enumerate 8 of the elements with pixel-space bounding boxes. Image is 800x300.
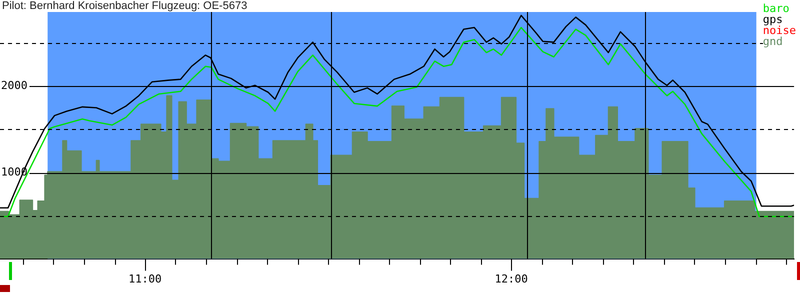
x-tick-label: 12:00 [494, 272, 528, 286]
legend-label: noise [762, 24, 796, 37]
x-tick-label: 11:00 [128, 272, 162, 286]
text: baro [762, 2, 790, 15]
text: gps [762, 13, 783, 26]
text: gnd [762, 35, 784, 48]
chart-title: Pilot: Bernhard Kroisenbacher Flugzeug: OE-5673 [2, 0, 248, 12]
y-tick-label: 2000 [1, 79, 28, 92]
